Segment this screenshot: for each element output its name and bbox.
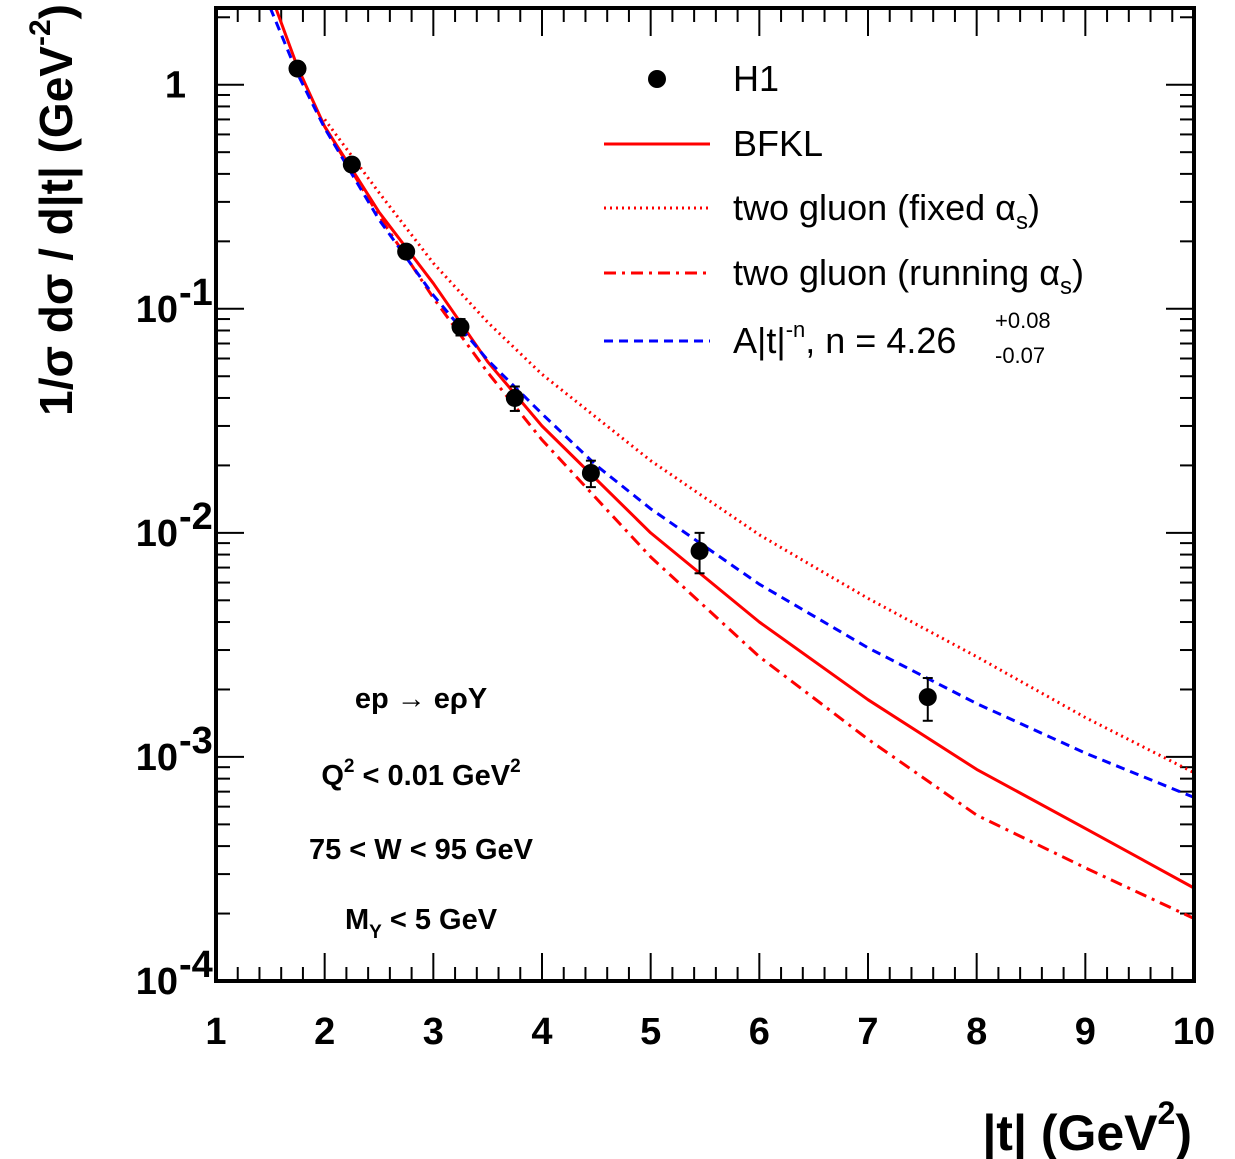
legend-fit-error-down: -0.07: [995, 343, 1045, 368]
axis-ticks: [215, 8, 1195, 982]
legend-marker-h1: [648, 70, 666, 88]
y-tick-label: 10: [136, 513, 178, 555]
series-line-dashdot: [323, 125, 1194, 920]
y-tick-label-exponent: -4: [179, 944, 213, 986]
x-tick-label: 6: [749, 1011, 770, 1053]
legend: H1 BFKL two gluon (fixed αs) two gluon (…: [604, 58, 1084, 368]
x-tick-label: 1: [205, 1011, 226, 1053]
annotation-my: MY < 5 GeV: [345, 904, 498, 943]
series-line-dashed: [268, 8, 1194, 799]
annotation-process: ep → eρY: [355, 683, 487, 715]
x-tick-label: 9: [1075, 1011, 1096, 1053]
data-point: [581, 463, 600, 482]
x-tick-label: 8: [966, 1011, 987, 1053]
legend-label-running: two gluon (running αs): [733, 252, 1084, 300]
data-point: [397, 242, 416, 261]
x-tick-label: 10: [1173, 1011, 1215, 1053]
legend-label-h1: H1: [733, 58, 779, 99]
y-tick-label-exponent: -1: [179, 272, 213, 314]
plot-frame: [214, 6, 1196, 983]
data-point: [451, 317, 470, 336]
y-tick-label-exponent: -2: [179, 496, 213, 538]
data-point: [342, 155, 361, 174]
data-point: [288, 59, 307, 78]
annotation-w-range: 75 < W < 95 GeV: [309, 834, 534, 866]
data-point: [918, 688, 937, 707]
y-tick-label: 10: [136, 737, 178, 779]
x-tick-label: 7: [857, 1011, 878, 1053]
legend-label-bfkl: BFKL: [733, 123, 823, 164]
y-tick-label-exponent: -3: [179, 720, 213, 762]
data-point: [690, 541, 709, 560]
x-tick-label: 4: [531, 1011, 552, 1053]
y-tick-label: 10: [136, 289, 178, 331]
legend-label-fixed: two gluon (fixed αs): [733, 187, 1040, 235]
legend-label-fit: A|t|-n, n = 4.26: [733, 317, 956, 361]
annotations: ep → eρY Q2 < 0.01 GeV2 75 < W < 95 GeV …: [309, 683, 534, 943]
data-point: [505, 388, 524, 407]
annotation-q2: Q2 < 0.01 GeV2: [321, 756, 520, 792]
x-axis-title: |t| (GeV2): [982, 1095, 1192, 1159]
y-tick-label: 1: [165, 65, 186, 107]
y-axis-title: 1/σ dσ / d|t| (GeV-2): [24, 4, 82, 416]
y-tick-label: 10: [136, 961, 178, 1003]
series-line-dotted: [323, 118, 1194, 775]
data-points-layer: [288, 59, 937, 722]
x-tick-label: 3: [423, 1011, 444, 1053]
x-tick-label: 2: [314, 1011, 335, 1053]
x-tick-label: 5: [640, 1011, 661, 1053]
legend-fit-error-up: +0.08: [995, 308, 1051, 333]
